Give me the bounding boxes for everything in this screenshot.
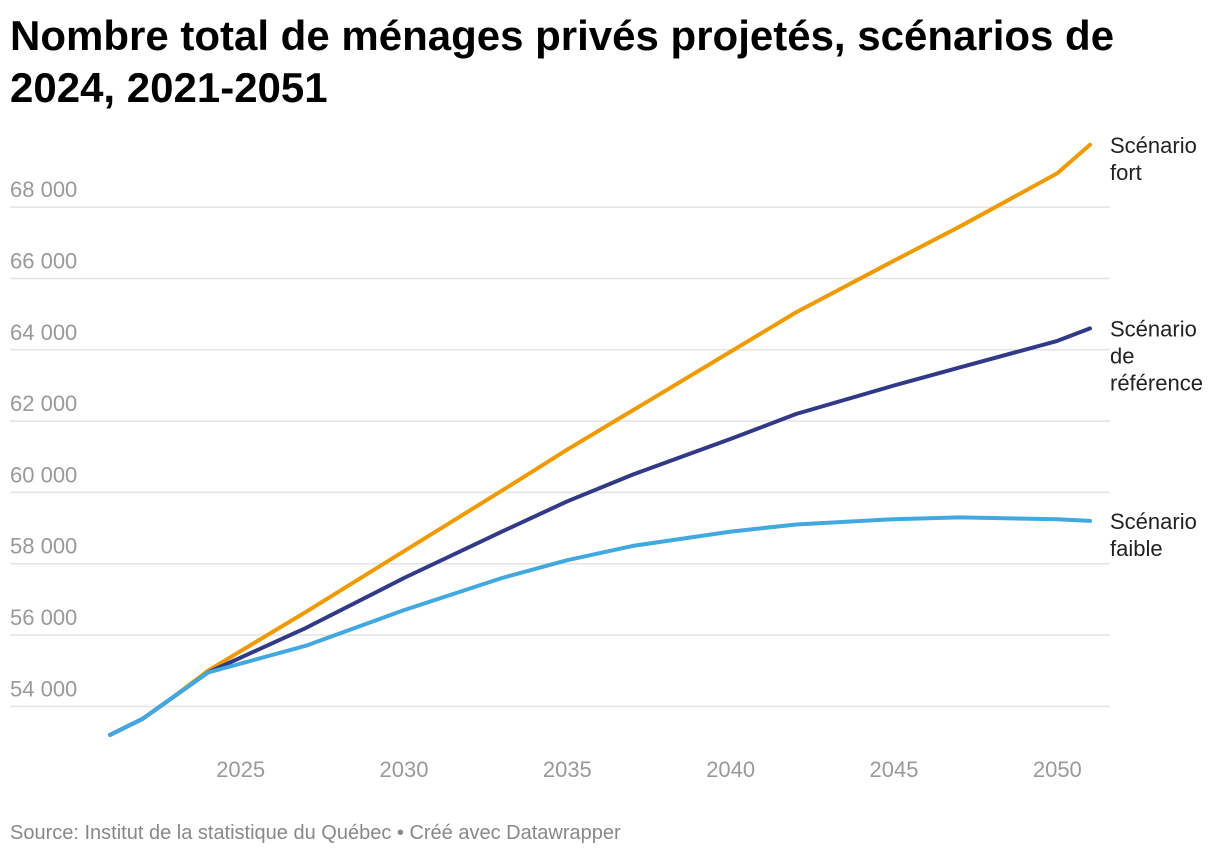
y-tick-label: 64 000 — [10, 320, 77, 345]
y-tick-label: 60 000 — [10, 462, 77, 487]
series-label-line: référence — [1110, 370, 1203, 395]
y-tick-label: 62 000 — [10, 391, 77, 416]
y-tick-label: 54 000 — [10, 676, 77, 701]
x-axis-ticks: 2025 2030 2035 2040 2045 2050 — [216, 757, 1082, 782]
series-label-line: Scénario — [1110, 509, 1197, 534]
series-line-scenario-faible — [108, 515, 1092, 737]
x-tick-label: 2030 — [380, 757, 429, 782]
series-lines — [108, 142, 1092, 737]
y-tick-label: 68 000 — [10, 177, 77, 202]
x-tick-label: 2025 — [216, 757, 265, 782]
series-label-line: fort — [1110, 160, 1142, 185]
series-label-line: Scénario — [1110, 133, 1197, 158]
series-label-scenario-fort: Scénario fort — [1110, 133, 1197, 185]
series-label-line: de — [1110, 343, 1134, 368]
x-tick-label: 2050 — [1033, 757, 1082, 782]
series-line-scenario-fort — [108, 142, 1092, 737]
chart-title: Nombre total de ménages privés projetés,… — [10, 12, 1115, 111]
y-tick-label: 66 000 — [10, 248, 77, 273]
y-axis-ticks: 54 000 56 000 58 000 60 000 62 000 64 000 66 0… — [10, 177, 77, 701]
x-tick-label: 2045 — [870, 757, 919, 782]
x-tick-label: 2035 — [543, 757, 592, 782]
series-label-scenario-faible: Scénario faible — [1110, 509, 1197, 561]
gridlines — [10, 206, 1110, 708]
series-label-line: Scénario — [1110, 316, 1197, 341]
series-label-scenario-de-reference: Scénario de référence — [1110, 316, 1203, 395]
series-label-line: faible — [1110, 536, 1163, 561]
series-line-scenario-de-reference — [108, 326, 1092, 737]
y-tick-label: 56 000 — [10, 605, 77, 630]
x-tick-label: 2040 — [706, 757, 755, 782]
y-tick-label: 58 000 — [10, 534, 77, 559]
chart-source: Source: Institut de la statistique du Qu… — [10, 822, 621, 844]
